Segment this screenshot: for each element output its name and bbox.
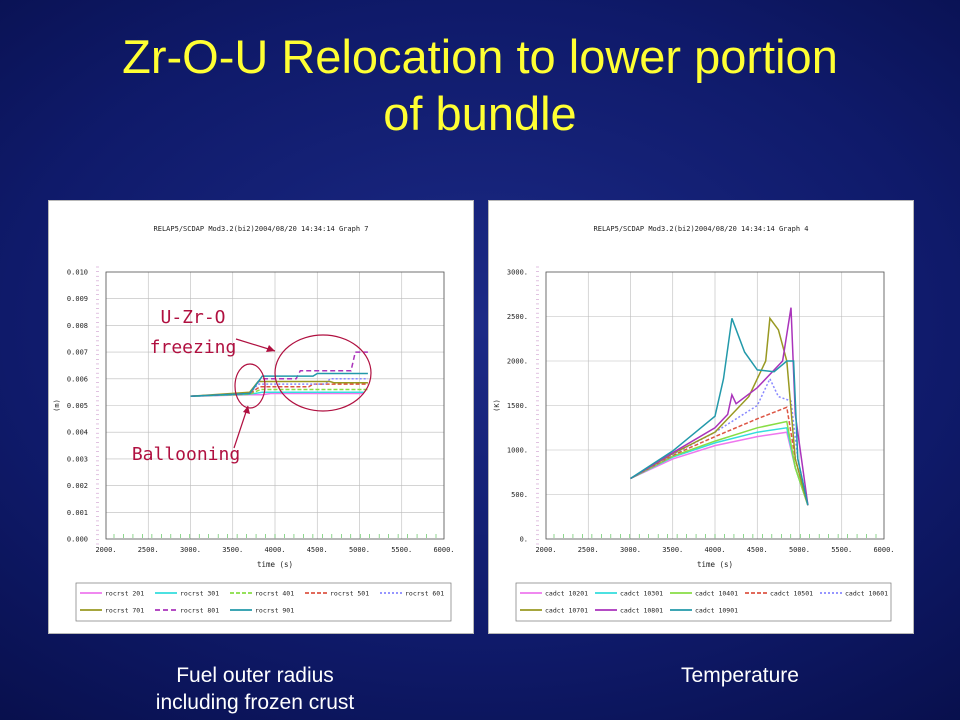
annotation-uzro-text-line2: freezing: [150, 337, 237, 358]
chart1-legend-label: cadct 10201: [545, 590, 588, 598]
chart1-x-axis-label: time (s): [697, 560, 733, 569]
chart1-series-line: [630, 307, 809, 506]
chart0-x-tick-label: 2000.: [95, 546, 116, 554]
chart1-x-tick-label: 2000.: [535, 546, 556, 554]
chart1-series-line: [630, 316, 809, 506]
radius-chart-panel: RELAP5/SCDAP Mod3.2(bi2)2004/08/20 14:34…: [48, 200, 474, 634]
chart0-x-tick-label: 2500.: [138, 546, 159, 554]
annotation-uzro-arrowhead: [266, 345, 275, 352]
temperature-chart: RELAP5/SCDAP Mod3.2(bi2)2004/08/20 14:34…: [493, 225, 895, 622]
chart0-legend-box: [75, 582, 452, 622]
chart1-y-tick-label: 2500.: [507, 313, 528, 321]
chart0-legend-label: rocrst 401: [255, 590, 294, 598]
slide-title-line1: Zr-O-U Relocation to lower portion: [122, 30, 838, 83]
chart0-y-tick-label: 0.001: [67, 509, 88, 517]
chart1-legend-label: cadct 10301: [620, 590, 663, 598]
chart1-grid: [545, 271, 885, 540]
annotation-ballooning-arrowhead: [243, 406, 250, 414]
chart1-y-tick-label: 1000.: [507, 447, 528, 455]
chart0-legend-label: rocrst 801: [180, 607, 219, 615]
chart0-x-tick-label: 3000.: [180, 546, 201, 554]
slide-title-line2: of bundle: [383, 87, 577, 140]
chart0-x-tick-label: 4500.: [307, 546, 328, 554]
caption-fuel-radius: Fuel outer radius including frozen crust: [100, 662, 410, 716]
chart1-x-tick-label: 3000.: [620, 546, 641, 554]
chart0-legend-label: rocrst 601: [405, 590, 444, 598]
chart0-y-tick-label: 0.000: [67, 536, 88, 544]
chart1-y-tick-label: 0.: [520, 536, 528, 544]
chart1-y-tick-label: 2000.: [507, 358, 528, 366]
chart0-series-line: [190, 372, 368, 397]
chart1-x-tick-label: 5000.: [789, 546, 810, 554]
caption-fuel-radius-line2: including frozen crust: [155, 691, 355, 714]
chart0-legend-label: rocrst 701: [105, 607, 144, 615]
annotation-ballooning-text: Ballooning: [132, 444, 240, 465]
annotation-ballooning-arrow: [233, 405, 249, 449]
chart0-y-tick-label: 0.009: [67, 295, 88, 303]
chart1-legend-label: cadct 10601: [845, 590, 888, 598]
chart0-grid: [105, 271, 445, 540]
chart0-y-tick-label: 0.010: [67, 269, 88, 277]
chart1-x-tick-label: 5500.: [831, 546, 852, 554]
chart0-legend-label: rocrst 201: [105, 590, 144, 598]
chart0-legend-label: rocrst 301: [180, 590, 219, 598]
chart1-legend-label: cadct 10401: [695, 590, 738, 598]
chart0-y-tick-label: 0.002: [67, 482, 88, 490]
chart0-x-tick-label: 5500.: [391, 546, 412, 554]
radius-chart: RELAP5/SCDAP Mod3.2(bi2)2004/08/20 14:34…: [53, 225, 455, 622]
chart0-x-tick-label: 4000.: [264, 546, 285, 554]
chart1-y-axis-label: (K): [493, 399, 501, 412]
chart0-series-line: [190, 351, 368, 397]
chart1-y-tick-label: 500.: [511, 491, 528, 499]
chart0-series-line: [190, 380, 368, 397]
chart0-y-tick-label: 0.008: [67, 322, 88, 330]
chart0-y-tick-label: 0.004: [67, 429, 88, 437]
annotation-uzro-ellipse: [274, 334, 372, 412]
chart1-y-tick-label: 1500.: [507, 402, 528, 410]
annotation-uzro-text-line1: U-Zr-O: [160, 307, 225, 328]
chart0-y-tick-label: 0.007: [67, 349, 88, 357]
chart1-x-tick-label: 2500.: [578, 546, 599, 554]
chart1-x-tick-label: 3500.: [662, 546, 683, 554]
chart0-header: RELAP5/SCDAP Mod3.2(bi2)2004/08/20 14:34…: [154, 225, 369, 233]
chart1-y-tick-label: 3000.: [507, 269, 528, 277]
chart1-legend-label: cadct 10801: [620, 607, 663, 615]
chart0-y-tick-label: 0.006: [67, 375, 88, 383]
temperature-chart-panel: RELAP5/SCDAP Mod3.2(bi2)2004/08/20 14:34…: [488, 200, 914, 634]
chart0-x-tick-label: 6000.: [433, 546, 454, 554]
chart1-series-line: [630, 318, 809, 506]
chart1-plot-frame: [545, 271, 885, 540]
chart0-legend-label: rocrst 901: [255, 607, 294, 615]
chart1-x-tick-label: 4000.: [704, 546, 725, 554]
chart0-y-axis-label: (m): [53, 399, 61, 412]
chart1-legend-label: cadct 10901: [695, 607, 738, 615]
annotation-ballooning-ellipse: [234, 363, 266, 409]
chart1-x-tick-label: 6000.: [873, 546, 894, 554]
chart1-legend-label: cadct 10501: [770, 590, 813, 598]
chart0-y-tick-label: 0.003: [67, 455, 88, 463]
slide-title: Zr-O-U Relocation to lower portion of bu…: [40, 28, 920, 142]
chart0-legend-label: rocrst 501: [330, 590, 369, 598]
chart0-x-tick-label: 5000.: [349, 546, 370, 554]
chart1-series-line: [630, 420, 809, 506]
caption-fuel-radius-line1: Fuel outer radius: [176, 664, 334, 687]
chart0-plot-frame: [105, 271, 445, 540]
caption-temperature: Temperature: [681, 664, 799, 687]
chart1-legend-label: cadct 10701: [545, 607, 588, 615]
chart1-header: RELAP5/SCDAP Mod3.2(bi2)2004/08/20 14:34…: [594, 225, 809, 233]
chart1-legend-box: [515, 582, 892, 622]
chart1-x-tick-label: 4500.: [747, 546, 768, 554]
chart0-x-axis-label: time (s): [257, 560, 293, 569]
chart0-x-tick-label: 3500.: [222, 546, 243, 554]
chart0-y-tick-label: 0.005: [67, 402, 88, 410]
